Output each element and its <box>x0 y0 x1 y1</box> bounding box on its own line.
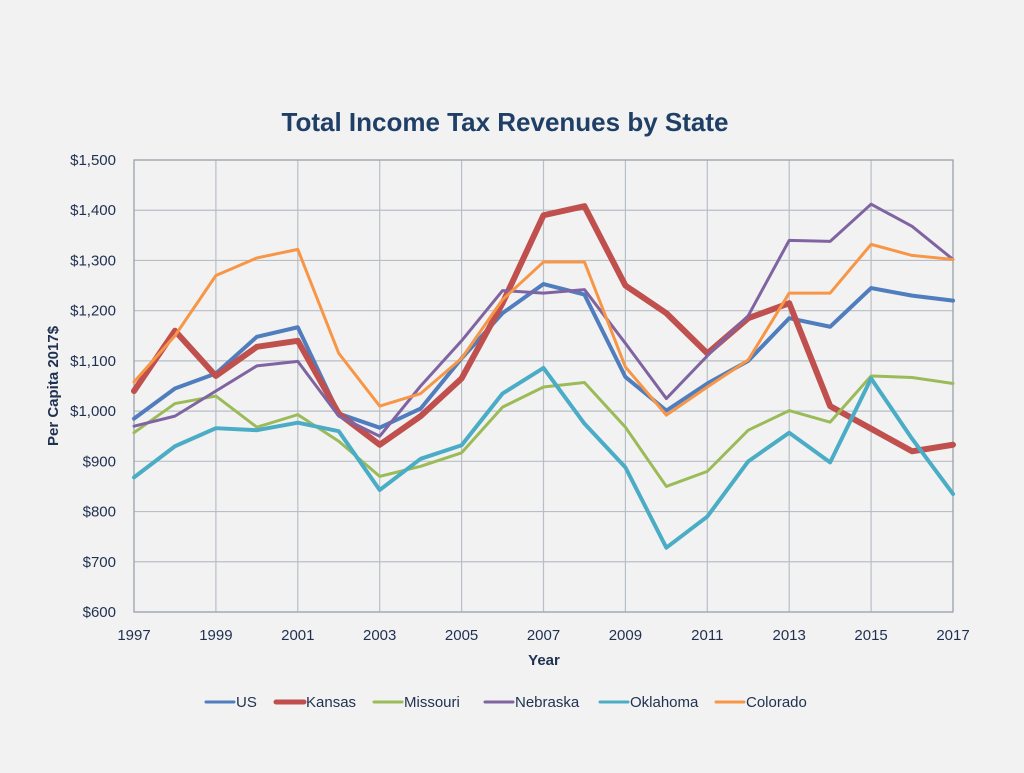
series-line-colorado <box>132 242 955 417</box>
chart-title: Total Income Tax Revenues by State <box>282 107 729 137</box>
x-axis-title: Year <box>528 652 560 669</box>
legend-label-oklahoma: Oklahoma <box>630 694 699 711</box>
legend-label-kansas: Kansas <box>306 694 356 711</box>
y-tick-label: $1,200 <box>70 303 116 320</box>
x-tick-label: 2013 <box>773 627 806 644</box>
series-line-kansas <box>131 203 956 455</box>
series-line-missouri <box>132 374 955 488</box>
x-tick-label: 2001 <box>281 627 314 644</box>
x-axis-tick-labels: 1997 1999 2001 2003 2005 2007 2009 2011 2013 2015… <box>117 627 969 644</box>
y-tick-label: $1,400 <box>70 202 116 219</box>
y-tick-label: $700 <box>83 554 116 571</box>
y-tick-label: $1,000 <box>70 403 116 420</box>
y-axis-title: Per Capita 2017$ <box>45 325 62 446</box>
series-line-nebraska <box>132 202 955 438</box>
x-tick-label: 2007 <box>527 627 560 644</box>
legend-label-colorado: Colorado <box>746 694 807 711</box>
x-tick-label: 2003 <box>363 627 396 644</box>
y-axis-tick-labels: $600 $700 $800 $900 $1,000 $1,100 $1,200 $1,300… <box>70 152 116 621</box>
legend-label-us: US <box>236 694 257 711</box>
series-lines <box>131 202 956 550</box>
series-line-us <box>132 282 955 430</box>
y-tick-label: $800 <box>83 504 116 521</box>
y-tick-label: $1,300 <box>70 252 116 269</box>
x-tick-label: 1997 <box>117 627 150 644</box>
x-tick-label: 2017 <box>936 627 969 644</box>
series-line-oklahoma <box>132 365 955 550</box>
x-tick-label: 2005 <box>445 627 478 644</box>
y-tick-label: $1,500 <box>70 152 116 169</box>
legend: US Kansas Missouri Nebraska Oklahoma Colorado <box>204 694 807 711</box>
legend-label-missouri: Missouri <box>404 694 460 711</box>
y-tick-label: $1,100 <box>70 353 116 370</box>
x-tick-label: 2009 <box>609 627 642 644</box>
y-tick-label: $900 <box>83 453 116 470</box>
x-tick-label: 2011 <box>691 627 723 644</box>
legend-label-nebraska: Nebraska <box>515 694 580 711</box>
x-tick-label: 1999 <box>199 627 232 644</box>
y-tick-label: $600 <box>83 604 116 621</box>
x-tick-label: 2015 <box>854 627 887 644</box>
